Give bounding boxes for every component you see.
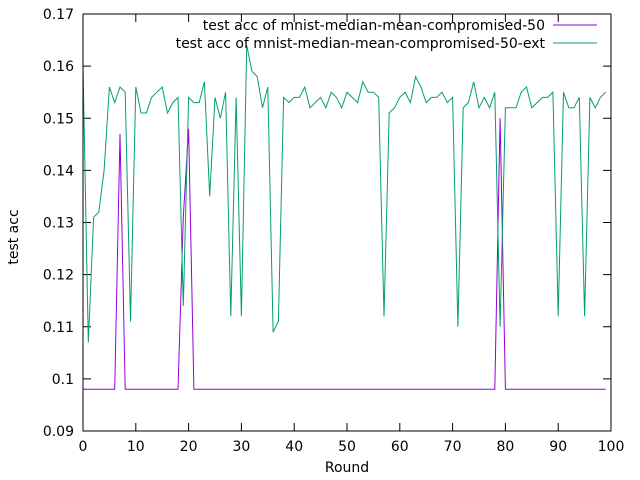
x-tick-label: 50 <box>338 439 356 455</box>
y-tick-label: 0.14 <box>43 163 74 179</box>
x-tick-label: 40 <box>285 439 303 455</box>
legend-label-series-1: test acc of mnist-median-mean-compromise… <box>203 18 545 34</box>
y-tick-label: 0.11 <box>43 320 74 336</box>
legend: test acc of mnist-median-mean-compromise… <box>176 18 597 52</box>
series-line-1 <box>83 118 606 390</box>
y-tick-label: 0.09 <box>43 424 74 440</box>
plot-frame <box>82 13 612 432</box>
x-tick-label: 80 <box>496 439 514 455</box>
series-line-2 <box>82 45 607 343</box>
legend-label-series-2: test acc of mnist-median-mean-compromise… <box>176 36 546 52</box>
x-tick-label: 20 <box>180 439 198 455</box>
x-tick-label: 10 <box>127 439 145 455</box>
y-axis-ticks: 0.09 0.1 0.11 0.12 0.13 0.14 0.15 0.16 0.17 <box>43 7 611 440</box>
y-tick-label: 0.12 <box>43 268 74 284</box>
x-tick-label: 90 <box>549 439 567 455</box>
series-lines <box>82 45 607 390</box>
y-axis-label: test acc <box>6 209 22 264</box>
y-tick-label: 0.16 <box>43 59 74 75</box>
x-tick-label: 0 <box>79 439 88 455</box>
y-tick-label: 0.13 <box>43 216 74 232</box>
x-axis-label: Round <box>325 460 369 476</box>
y-tick-label: 0.15 <box>43 111 74 127</box>
y-tick-label: 0.1 <box>52 372 74 388</box>
x-tick-label: 70 <box>444 439 462 455</box>
y-tick-label: 0.17 <box>43 7 74 23</box>
x-tick-label: 60 <box>391 439 409 455</box>
x-tick-label: 30 <box>232 439 250 455</box>
x-axis-ticks: 0 10 20 30 40 50 60 70 80 90 100 <box>79 14 625 455</box>
x-tick-label: 100 <box>598 439 625 455</box>
